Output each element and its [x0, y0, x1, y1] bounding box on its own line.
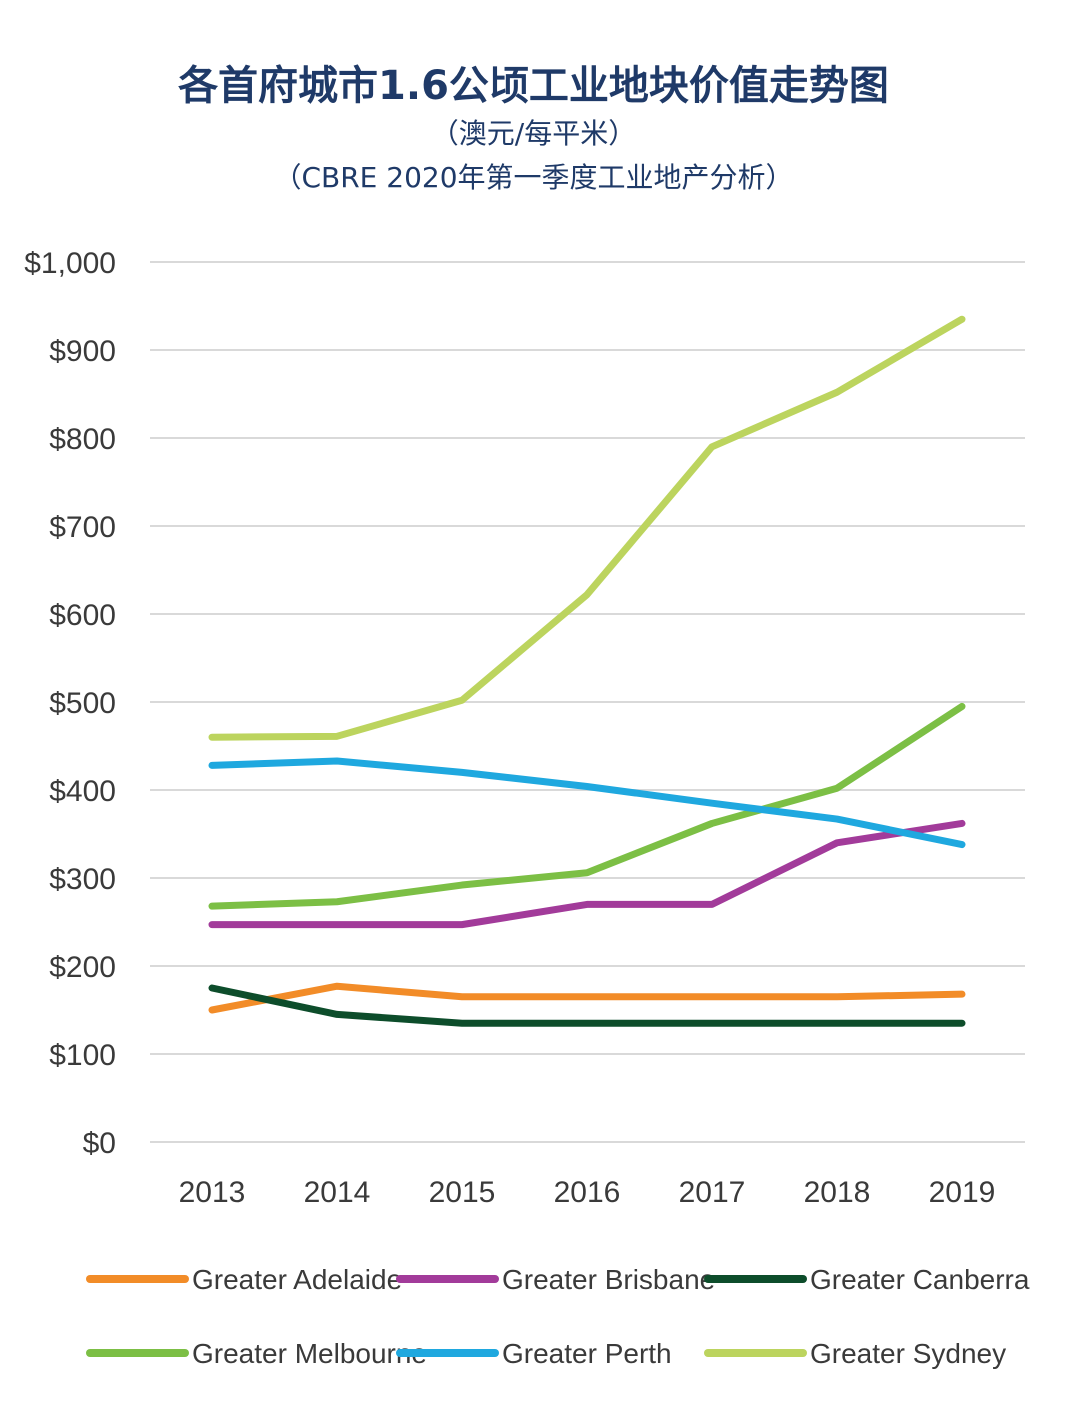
y-tick-label: $700	[49, 511, 116, 544]
series-line-greater-brisbane	[208, 819, 966, 929]
gridlines	[150, 261, 1025, 1143]
chart-unit: （澳元/每平米）	[430, 117, 637, 150]
y-tick-label: $900	[49, 335, 116, 368]
y-tick-label: $100	[49, 1039, 116, 1072]
x-tick-label: 2014	[304, 1176, 371, 1209]
legend-label-greater-canberra: Greater Canberra	[810, 1264, 1030, 1295]
y-tick-label: $200	[49, 951, 116, 984]
series-line-greater-melbourne	[208, 702, 966, 910]
series-line-greater-perth	[208, 757, 966, 849]
legend-label-greater-perth: Greater Perth	[502, 1338, 672, 1369]
y-tick-label: $500	[49, 687, 116, 720]
series-line-greater-sydney	[208, 315, 966, 741]
legend-label-greater-adelaide: Greater Adelaide	[192, 1264, 402, 1295]
series-line-greater-canberra	[208, 984, 966, 1027]
legend-label-greater-melbourne: Greater Melbourne	[192, 1338, 427, 1369]
y-tick-label: $600	[49, 599, 116, 632]
x-tick-label: 2015	[429, 1176, 496, 1209]
chart-titles: 各首府城市1.6公顷工业地块价值走势图 （澳元/每平米） （CBRE 2020年…	[0, 60, 1067, 200]
y-tick-label: $800	[49, 423, 116, 456]
chart-source: （CBRE 2020年第一季度工业地产分析）	[273, 161, 794, 194]
x-tick-label: 2013	[179, 1176, 246, 1209]
chart-title: 各首府城市1.6公顷工业地块价值走势图	[178, 63, 889, 109]
y-tick-label: $1,000	[24, 247, 116, 280]
y-tick-label: $400	[49, 775, 116, 808]
legend-label-greater-sydney: Greater Sydney	[810, 1338, 1006, 1369]
x-tick-label: 2017	[679, 1176, 746, 1209]
x-tick-label: 2019	[929, 1176, 996, 1209]
y-tick-label: $0	[83, 1127, 116, 1160]
legend-label-greater-brisbane: Greater Brisbane	[502, 1264, 715, 1295]
x-tick-label: 2018	[804, 1176, 871, 1209]
x-tick-label: 2016	[554, 1176, 621, 1209]
y-tick-label: $300	[49, 863, 116, 896]
series-line-greater-adelaide	[208, 982, 966, 1014]
